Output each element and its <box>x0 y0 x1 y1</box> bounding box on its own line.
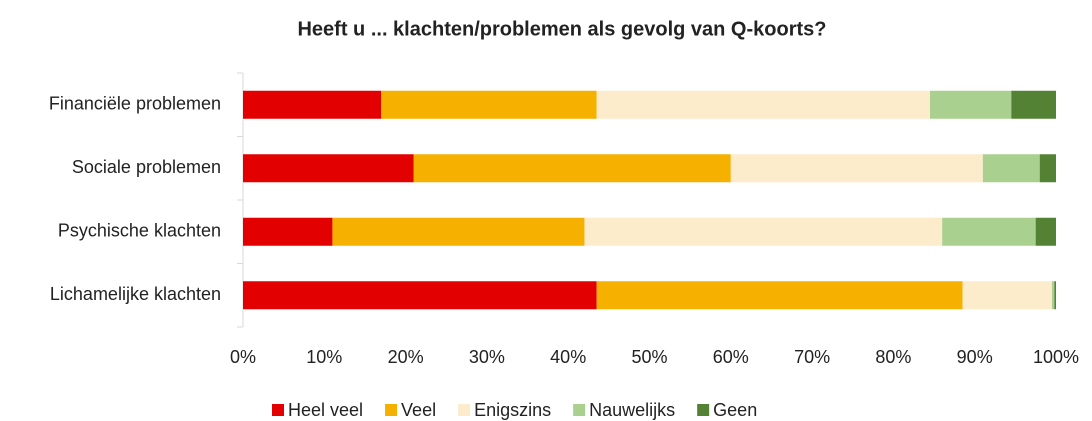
bar-segment <box>1051 281 1055 310</box>
legend-swatch <box>385 404 398 416</box>
legend-label: Veel <box>401 400 436 420</box>
bar-segment <box>942 217 1036 246</box>
bar-segment <box>243 90 382 119</box>
y-tick-label: Sociale problemen <box>72 157 221 177</box>
bar-segment <box>1035 217 1056 246</box>
bar-segment <box>381 90 597 119</box>
bar-segment <box>982 154 1040 183</box>
x-tick-label: 60% <box>713 347 749 367</box>
x-tick-label: 30% <box>469 347 505 367</box>
bar-segment <box>596 281 963 310</box>
x-tick-label: 70% <box>794 347 830 367</box>
bar-segment <box>243 217 333 246</box>
legend-label: Geen <box>713 400 757 420</box>
bar-segment <box>730 154 983 183</box>
legend-label: Nauwelijks <box>589 400 675 420</box>
chart-title: Heeft u ... klachten/problemen als gevol… <box>297 18 826 40</box>
bar-segment <box>332 217 585 246</box>
bar-segment <box>1011 90 1056 119</box>
bar-segment <box>1054 281 1056 310</box>
bar-segment <box>413 154 731 183</box>
legend-swatch <box>458 404 471 416</box>
x-tick-label: 0% <box>230 347 256 367</box>
y-tick-label: Financiële problemen <box>49 94 221 114</box>
legend-label: Enigszins <box>474 400 551 420</box>
x-tick-label: 100% <box>1033 347 1079 367</box>
y-tick-label: Lichamelijke klachten <box>50 284 221 304</box>
bar-segment <box>1039 154 1056 183</box>
y-tick-label: Psychische klachten <box>58 221 221 241</box>
x-tick-label: 10% <box>306 347 342 367</box>
x-tick-label: 80% <box>875 347 911 367</box>
bar-segment <box>929 90 1012 119</box>
bar-segment <box>962 281 1052 310</box>
x-tick-label: 20% <box>388 347 424 367</box>
bar-segment <box>596 90 930 119</box>
legend-swatch <box>697 404 710 416</box>
bar-segment <box>584 217 943 246</box>
legend-label: Heel veel <box>288 400 363 420</box>
x-tick-label: 90% <box>957 347 993 367</box>
x-tick-label: 50% <box>631 347 667 367</box>
legend-swatch <box>272 404 284 416</box>
bar-segment <box>243 281 597 310</box>
legend-swatch <box>573 404 586 416</box>
bar-segment <box>243 154 414 183</box>
x-tick-label: 40% <box>550 347 586 367</box>
